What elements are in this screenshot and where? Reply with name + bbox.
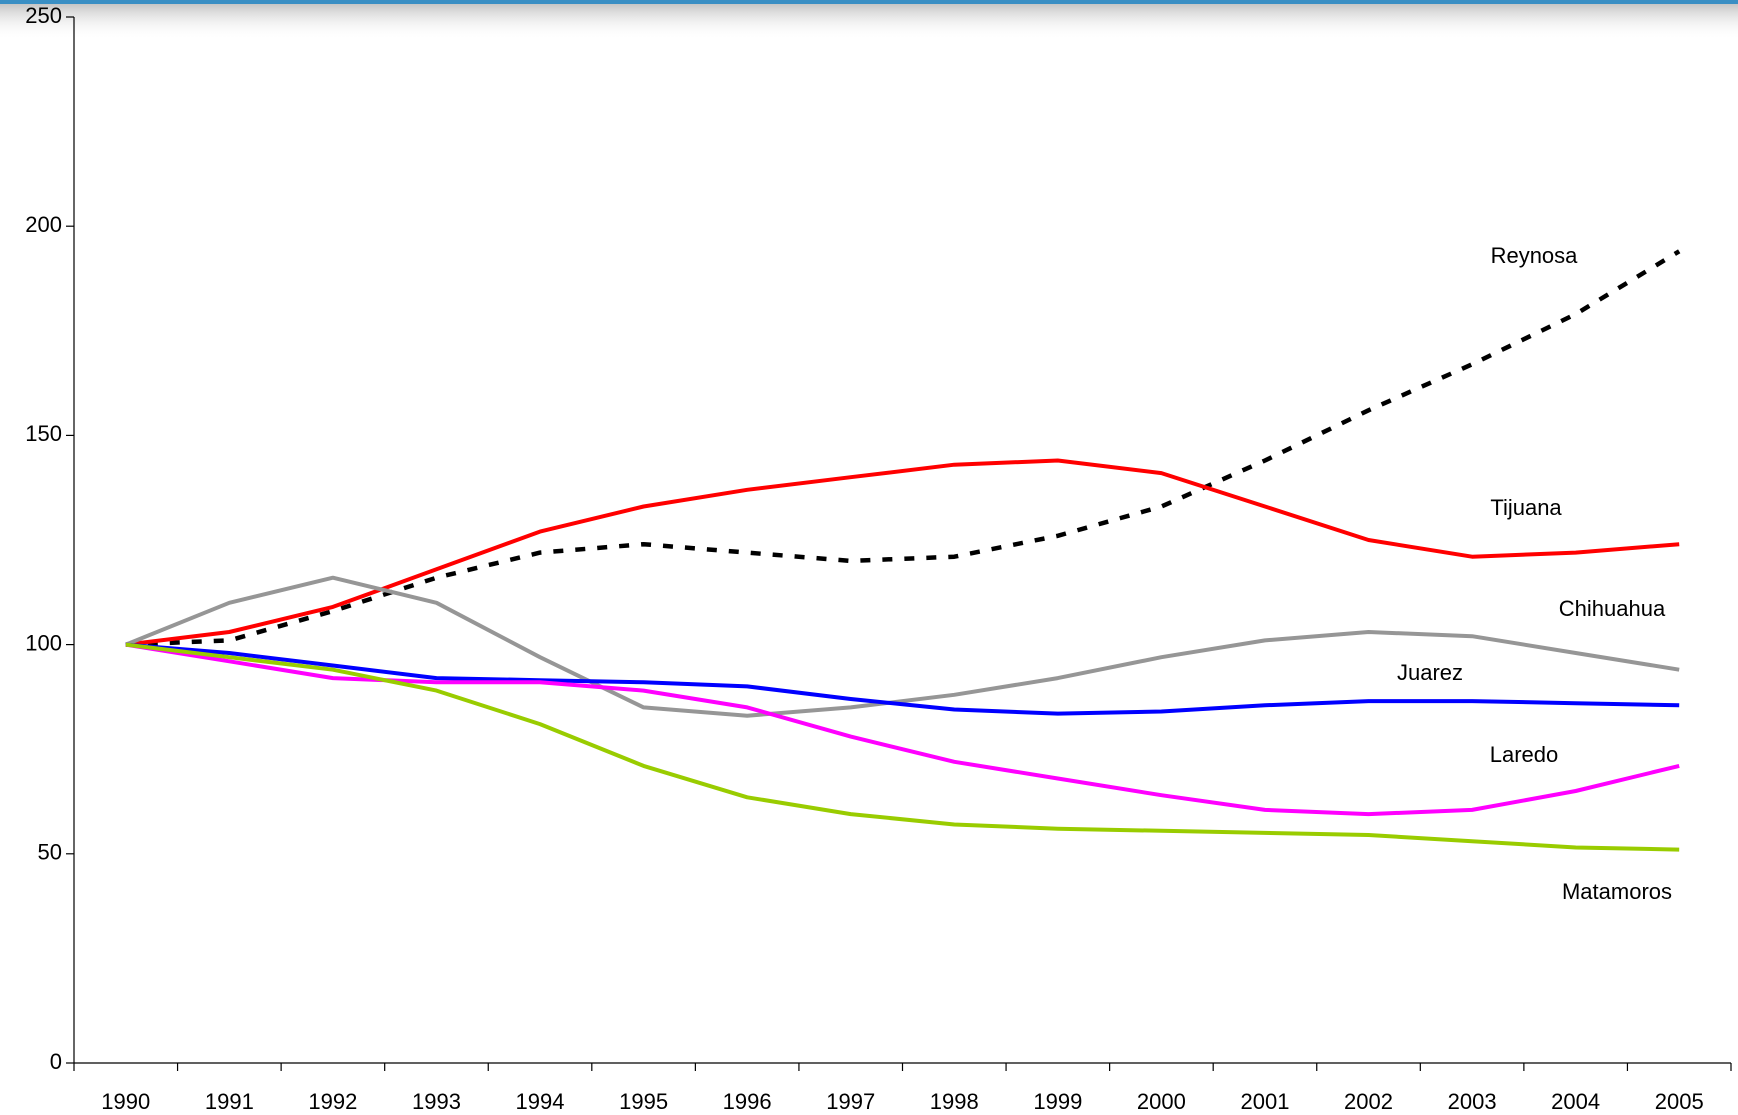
header-bar: [0, 0, 1738, 4]
y-tick-label: 250: [25, 3, 62, 28]
x-tick-label: 1997: [826, 1089, 875, 1114]
x-tick-label: 1994: [516, 1089, 565, 1114]
x-tick-label: 1993: [412, 1089, 461, 1114]
series-line: [125, 642, 1680, 852]
series-line: [125, 575, 1680, 718]
x-tick-label: 2000: [1137, 1089, 1186, 1114]
series-line: [125, 642, 1680, 716]
x-tick-label: 1991: [205, 1089, 254, 1114]
y-tick-label: 0: [50, 1049, 62, 1074]
y-tick-label: 150: [25, 421, 62, 446]
series-label: Chihuahua: [1559, 596, 1666, 621]
y-tick-label: 50: [38, 840, 62, 865]
x-tick-label: 1992: [308, 1089, 357, 1114]
x-tick-label: 2005: [1655, 1089, 1704, 1114]
series-label: Matamoros: [1562, 879, 1672, 904]
y-tick-label: 200: [25, 212, 62, 237]
x-tick-label: 1990: [101, 1089, 150, 1114]
x-tick-label: 1998: [930, 1089, 979, 1114]
series-label: Tijuana: [1490, 495, 1562, 520]
x-tick-label: 1995: [619, 1089, 668, 1114]
x-tick-label: 2002: [1344, 1089, 1393, 1114]
series-line: [125, 458, 1680, 647]
header-shade: [0, 0, 1738, 40]
series-line: [125, 249, 1681, 647]
x-tick-label: 1999: [1033, 1089, 1082, 1114]
x-tick-label: 2003: [1448, 1089, 1497, 1114]
y-tick-label: 100: [25, 630, 62, 655]
x-tick-label: 2001: [1240, 1089, 1289, 1114]
x-tick-label: 1996: [723, 1089, 772, 1114]
series-label: Reynosa: [1491, 243, 1579, 268]
series-label: Juarez: [1397, 660, 1463, 685]
plot-area: 0 50 100 150 200 250 1990 1991 1992 1993 1994 1995 1…: [25, 3, 1732, 1114]
series-label: Laredo: [1490, 742, 1559, 767]
x-tick-label: 2004: [1551, 1089, 1600, 1114]
